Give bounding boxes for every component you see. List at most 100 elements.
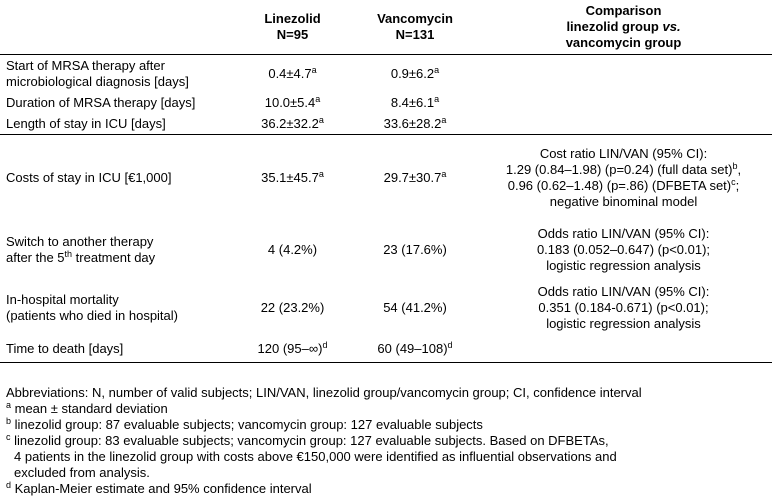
comparison-line3: 0.96 (0.62–1.48) (p=.86) (DFBETA set)c; bbox=[475, 176, 772, 194]
row-label: Time to death [days] bbox=[0, 336, 230, 363]
table-row: Switch to another therapy after the 5th … bbox=[0, 221, 772, 279]
linezolid-value: 4 (4.2%) bbox=[267, 241, 318, 257]
header-comparison-vs: vs. bbox=[662, 19, 681, 34]
table-row: Costs of stay in ICU [€1,000] 35.1±45.7a… bbox=[0, 134, 772, 221]
value-text: 29.7±30.7 bbox=[383, 169, 442, 185]
table-body: Start of MRSA therapy after microbiologi… bbox=[0, 54, 772, 363]
row-label-line1: In-hospital mortality bbox=[6, 291, 119, 307]
vancomycin-value: 33.6±28.2a bbox=[355, 114, 475, 135]
comparison-line2: 0.351 (0.184-0.671) (p<0.01); bbox=[538, 299, 709, 315]
vancomycin-value: 60 (49–108)d bbox=[355, 336, 475, 363]
footnote-mark: a bbox=[6, 400, 12, 410]
comparison-line4: negative binominal model bbox=[549, 193, 698, 209]
footnote-mark: a bbox=[441, 114, 447, 125]
comparison-line3: logistic regression analysis bbox=[546, 315, 701, 331]
header-vancomycin: Vancomycin N=131 bbox=[355, 0, 475, 55]
footnote-text: mean ± standard deviation bbox=[11, 401, 168, 416]
linezolid-value: 120 (95–∞)d bbox=[230, 336, 355, 363]
footnote-c-cont2: excluded from analysis. bbox=[14, 465, 150, 480]
header-vancomycin-n: N=131 bbox=[395, 27, 435, 42]
header-comparison-line2: linezolid group vs. bbox=[475, 19, 772, 35]
vancomycin-value: 8.4±6.1a bbox=[355, 93, 475, 114]
footnote-mark: a bbox=[434, 64, 440, 75]
row-label-line2: (patients who died in hospital) bbox=[6, 307, 178, 323]
comparison-punct: , bbox=[737, 161, 742, 177]
comparison-text: 1.29 (0.84–1.98) (p=0.24) (full data set… bbox=[505, 161, 733, 177]
row-label: Start of MRSA therapy after microbiologi… bbox=[0, 54, 230, 93]
comparison-value: Odds ratio LIN/VAN (95% CI): 0.351 (0.18… bbox=[475, 279, 772, 337]
footnote-mark: b bbox=[6, 416, 12, 426]
header-linezolid: Linezolid N=95 bbox=[230, 0, 355, 55]
header-comparison-line1: Comparison bbox=[585, 3, 662, 18]
comparison-line2: 1.29 (0.84–1.98) (p=0.24) (full data set… bbox=[475, 160, 772, 178]
footnote-mark: b bbox=[732, 160, 738, 171]
comparison-text: 0.96 (0.62–1.48) (p=.86) (DFBETA set) bbox=[507, 177, 732, 193]
comparison-value bbox=[475, 54, 772, 93]
table-row: Start of MRSA therapy after microbiologi… bbox=[0, 54, 772, 93]
footnote-d: d Kaplan-Meier estimate and 95% confiden… bbox=[6, 481, 768, 497]
linezolid-value: 36.2±32.2a bbox=[230, 114, 355, 135]
comparison-value: Cost ratio LIN/VAN (95% CI): 1.29 (0.84–… bbox=[475, 134, 772, 221]
value-text: 0.9±6.2 bbox=[390, 65, 435, 81]
row-label-line2: after the 5th treatment day bbox=[6, 249, 230, 266]
label-text: treatment day bbox=[72, 249, 156, 265]
value-text: 60 (49–108) bbox=[377, 341, 448, 357]
footnote-text: linezolid group: 83 evaluable subjects; … bbox=[10, 433, 609, 448]
value-text: 35.1±45.7 bbox=[261, 169, 319, 185]
header-comparison: Comparison linezolid group vs. vancomyci… bbox=[475, 0, 772, 55]
footnote-a: a mean ± standard deviation bbox=[6, 401, 768, 417]
comparison-line3: logistic regression analysis bbox=[546, 257, 701, 273]
footnote-mark: d bbox=[322, 340, 328, 351]
row-label: Length of stay in ICU [days] bbox=[6, 115, 166, 131]
table-header: Linezolid N=95 Vancomycin N=131 Comparis… bbox=[0, 0, 772, 55]
row-label: Duration of MRSA therapy [days] bbox=[6, 95, 196, 110]
header-comparison-line3: vancomycin group bbox=[565, 35, 682, 50]
value-text: 10.0±5.4 bbox=[264, 95, 316, 110]
vancomycin-value: 54 (41.2%) bbox=[383, 299, 447, 315]
vancomycin-value: 0.9±6.2a bbox=[355, 54, 475, 93]
linezolid-value: 35.1±45.7a bbox=[230, 134, 355, 221]
comparison-value: Odds ratio LIN/VAN (95% CI): 0.183 (0.05… bbox=[475, 221, 772, 279]
footnote-mark: a bbox=[318, 114, 324, 125]
comparison-value bbox=[475, 114, 772, 135]
table-row: In-hospital mortality (patients who died… bbox=[0, 279, 772, 337]
comparison-line1: Cost ratio LIN/VAN (95% CI): bbox=[539, 145, 708, 161]
row-label: In-hospital mortality (patients who died… bbox=[0, 279, 230, 337]
footnote-mark: d bbox=[447, 340, 453, 351]
row-label-line2: microbiological diagnosis [days] bbox=[6, 73, 189, 89]
table-footnotes: Abbreviations: N, number of valid subjec… bbox=[6, 385, 768, 497]
footnote-b: b linezolid group: 87 evaluable subjects… bbox=[6, 417, 768, 433]
row-label-line1: Start of MRSA therapy after bbox=[6, 57, 165, 73]
value-text: 0.4±4.7 bbox=[268, 65, 312, 81]
linezolid-value: 0.4±4.7a bbox=[230, 54, 355, 93]
comparison-punct: ; bbox=[735, 177, 740, 193]
footnote-abbreviations: Abbreviations: N, number of valid subjec… bbox=[6, 385, 642, 400]
value-text: 36.2±32.2 bbox=[261, 115, 319, 131]
comparison-value bbox=[475, 336, 772, 363]
header-empty bbox=[0, 0, 230, 55]
footnote-text: linezolid group: 87 evaluable subjects; … bbox=[11, 417, 483, 432]
comparison-value bbox=[475, 93, 772, 114]
vancomycin-value: 23 (17.6%) bbox=[383, 241, 447, 257]
footnote-mark: c bbox=[6, 432, 11, 442]
header-vancomycin-name: Vancomycin bbox=[377, 11, 453, 26]
linezolid-value: 22 (23.2%) bbox=[260, 299, 325, 315]
footnote-mark: a bbox=[318, 168, 324, 179]
results-table: Linezolid N=95 Vancomycin N=131 Comparis… bbox=[0, 0, 772, 363]
footnote-text: Kaplan-Meier estimate and 95% confidence… bbox=[11, 481, 312, 496]
footnote-mark: c bbox=[731, 176, 736, 187]
footnote-c: c linezolid group: 83 evaluable subjects… bbox=[6, 433, 768, 449]
value-text: 120 (95–∞) bbox=[257, 341, 323, 357]
footnote-c-cont1: 4 patients in the linezolid group with c… bbox=[14, 449, 617, 464]
value-text: 33.6±28.2 bbox=[383, 115, 442, 131]
table-row: Duration of MRSA therapy [days] 10.0±5.4… bbox=[0, 93, 772, 114]
header-comparison-line2a: linezolid group bbox=[566, 19, 663, 34]
row-label: Switch to another therapy after the 5th … bbox=[0, 221, 230, 279]
footnote-mark: a bbox=[441, 168, 447, 179]
value-text: 8.4±6.1 bbox=[390, 95, 435, 110]
row-label-line1: Switch to another therapy bbox=[6, 233, 154, 249]
header-linezolid-name: Linezolid bbox=[264, 11, 321, 26]
table-row: Length of stay in ICU [days] 36.2±32.2a … bbox=[0, 114, 772, 135]
footnote-mark: a bbox=[311, 64, 317, 75]
footnote-mark: a bbox=[315, 94, 321, 104]
